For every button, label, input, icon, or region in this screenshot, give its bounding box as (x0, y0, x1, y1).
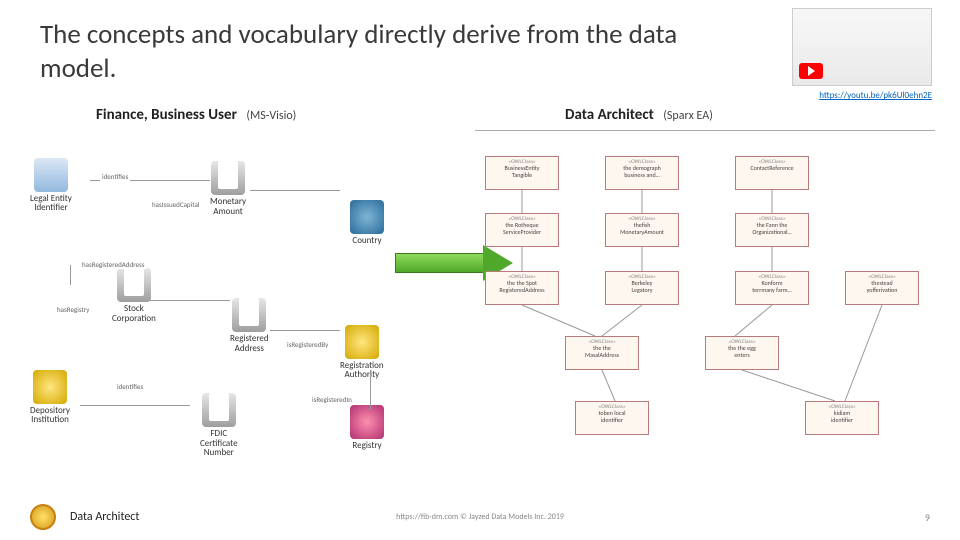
left-tool: (MS-Visio) (246, 109, 296, 123)
ea-class-box: «OWLClass»the Fann theOrganizational… (735, 213, 809, 247)
entity-label: Monetary Amount (210, 197, 246, 216)
visio-entity-radr: Registered Address (230, 295, 269, 353)
ea-connector (845, 305, 882, 401)
ea-class-box: «OWLClass»the the eggenters (705, 336, 779, 370)
visio-entity-stock: Stock Corporation (112, 265, 156, 323)
footer-label: Data Architect (70, 510, 139, 524)
visio-diagram: Legal Entity Identifier Monetary Amount Co… (30, 130, 440, 470)
visio-edge (70, 265, 71, 285)
ea-class-box: «OWLClass»kidiamidentifier (805, 401, 879, 435)
ea-class-box: «OWLClass»thefishMonetaryAmount (605, 213, 679, 247)
entity-label: Legal Entity Identifier (30, 194, 72, 213)
visio-edge-label: identifies (115, 382, 145, 391)
entity-label: Registration Authority (340, 361, 384, 380)
ea-class-box: «OWLClass»BerkeleyLegatory (605, 271, 679, 305)
book-icon (117, 268, 151, 302)
visio-entity-fdic: FDIC Certificate Number (200, 390, 238, 458)
ea-connector (602, 305, 642, 336)
visio-entity-depo: Depository Institution (30, 370, 70, 425)
person-icon (34, 158, 68, 192)
entity-label: Country (350, 236, 384, 245)
visio-entity-ctry: Country (350, 200, 384, 245)
ea-class-box: «OWLClass»toben localidentifier (575, 401, 649, 435)
video-link[interactable]: https://youtu.be/pk6Ul0ehn2E (819, 90, 932, 101)
visio-edge-label: hasRegistry (55, 305, 91, 314)
ea-connector (735, 305, 772, 336)
globe-icon (350, 200, 384, 234)
visio-edge (80, 405, 190, 406)
book-icon (211, 161, 245, 195)
right-heading: Data Architect (Sparx EA) (565, 106, 713, 124)
book-icon (232, 298, 266, 332)
book-icon (202, 393, 236, 427)
ea-connector (602, 370, 615, 401)
entity-label: Registry (350, 441, 384, 450)
ea-class-box: «OWLClass»thesteadyofferivation (845, 271, 919, 305)
entity-label: Registered Address (230, 334, 269, 353)
right-heading-text: Data Architect (565, 106, 654, 124)
left-heading-text: Finance, Business User (96, 106, 237, 124)
footer-center: https://fib-dm.com © Jayzed Data Models … (396, 512, 564, 522)
visio-edge-label: hasRegisteredAddress (80, 260, 146, 269)
visio-edge-label: hasIssuedCapital (150, 200, 201, 209)
play-icon (799, 63, 823, 79)
ea-class-box: «OWLClass»Konformterrmany farm… (735, 271, 809, 305)
ea-class-box: «OWLClass»the the SpotRegisteredAddress (485, 271, 559, 305)
left-heading: Finance, Business User (MS-Visio) (96, 106, 296, 124)
ea-class-box: «OWLClass»the demographbusiness and… (605, 156, 679, 190)
right-tool: (Sparx EA) (663, 109, 713, 123)
visio-edge-label: identifies (100, 172, 130, 181)
ea-class-box: «OWLClass»the RothequeServiceProvider (485, 213, 559, 247)
visio-edge-label: isRegisteredIn (310, 395, 354, 404)
visio-entity-rauth: Registration Authority (340, 325, 384, 380)
ea-connector (742, 370, 835, 401)
entity-label: FDIC Certificate Number (200, 429, 238, 457)
ea-connector (522, 305, 595, 336)
ea-class-box: «OWLClass»ContactReference (735, 156, 809, 190)
entity-label: Stock Corporation (112, 304, 156, 323)
ea-class-box: «OWLClass»BusinessEntityTangible (485, 156, 559, 190)
visio-edge-label: isRegisteredBy (285, 340, 330, 349)
mask-icon (345, 325, 379, 359)
flower-icon (350, 405, 384, 439)
visio-entity-reg: Registry (350, 405, 384, 450)
mask-icon (33, 370, 67, 404)
ea-class-box: «OWLClass»the theMasalAddress (565, 336, 639, 370)
footer-page: 9 (925, 511, 930, 524)
visio-entity-mon: Monetary Amount (210, 158, 246, 216)
visio-edge (150, 300, 230, 301)
visio-edge (370, 370, 371, 410)
visio-entity-lei: Legal Entity Identifier (30, 158, 72, 213)
visio-edge (270, 330, 340, 331)
video-thumbnail[interactable] (792, 8, 932, 86)
visio-edge (250, 190, 340, 191)
footer: Data Architect https://fib-dm.com © Jayz… (0, 504, 960, 530)
ea-diagram: «OWLClass»BusinessEntityTangible «OWLClas… (475, 130, 935, 470)
slide-title: The concepts and vocabulary directly der… (40, 18, 700, 86)
medal-icon (30, 504, 56, 530)
entity-label: Depository Institution (30, 406, 70, 425)
